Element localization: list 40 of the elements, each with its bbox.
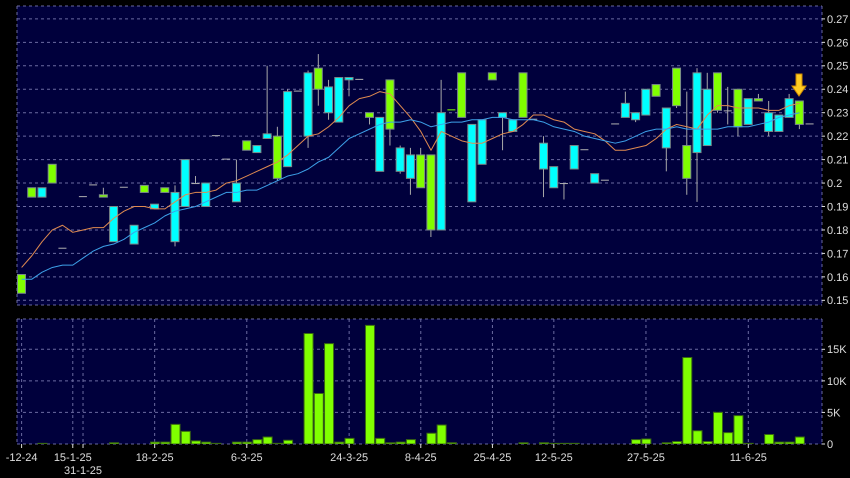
- x-tick-label: 11-6-25: [730, 452, 767, 464]
- candlestick: [201, 182, 210, 208]
- y-tick-label: 0.19: [827, 201, 848, 214]
- x-tick-label: 25-4-25: [473, 452, 512, 464]
- candlestick: [724, 86, 732, 125]
- candlestick: [498, 112, 508, 151]
- y-tick-label: 0: [827, 438, 834, 451]
- y-tick-label: 0.22: [827, 131, 848, 144]
- candlestick: [560, 182, 568, 200]
- y-tick-label: 15K: [827, 344, 848, 356]
- candlestick: [570, 145, 579, 170]
- x-tick-label: 15-1-25: [54, 452, 92, 464]
- candlestick: [48, 164, 57, 184]
- y-tick-label: 10K: [827, 376, 848, 388]
- y-tick-label: 0.25: [827, 60, 848, 73]
- candlestick: [191, 176, 200, 184]
- candlestick: [17, 274, 26, 294]
- y-tick-label: 0.23: [827, 108, 848, 120]
- x-tick-label: -12-24: [6, 452, 38, 464]
- candlestick: [98, 187, 108, 198]
- y-tick-label: 0.24: [827, 84, 848, 96]
- x-tick-label: 31-1-25: [64, 465, 102, 477]
- y-tick-label: 0.15: [827, 295, 848, 308]
- y-tick-label: 5K: [827, 407, 842, 420]
- y-tick-label: 0.26: [827, 37, 848, 50]
- y-tick-label: 0.18: [827, 224, 848, 237]
- x-tick-label: 24-3-25: [330, 452, 368, 464]
- y-tick-label: 0.21: [827, 154, 848, 167]
- x-tick-label: 8-4-25: [404, 452, 437, 464]
- candlestick: [590, 173, 600, 184]
- x-tick-label: 6-3-25: [230, 452, 263, 464]
- candlestick: [130, 224, 139, 245]
- y-tick-label: 0.27: [827, 14, 848, 26]
- x-tick-label: 27-5-25: [626, 452, 665, 464]
- candlestick: [232, 159, 241, 202]
- y-tick-label: 0.2: [827, 178, 842, 190]
- y-tick-label: 0.16: [827, 272, 848, 284]
- x-tick-label: 18-2-25: [136, 452, 174, 464]
- y-tick-label: 0.17: [827, 248, 848, 260]
- x-tick-label: 12-5-25: [534, 452, 573, 464]
